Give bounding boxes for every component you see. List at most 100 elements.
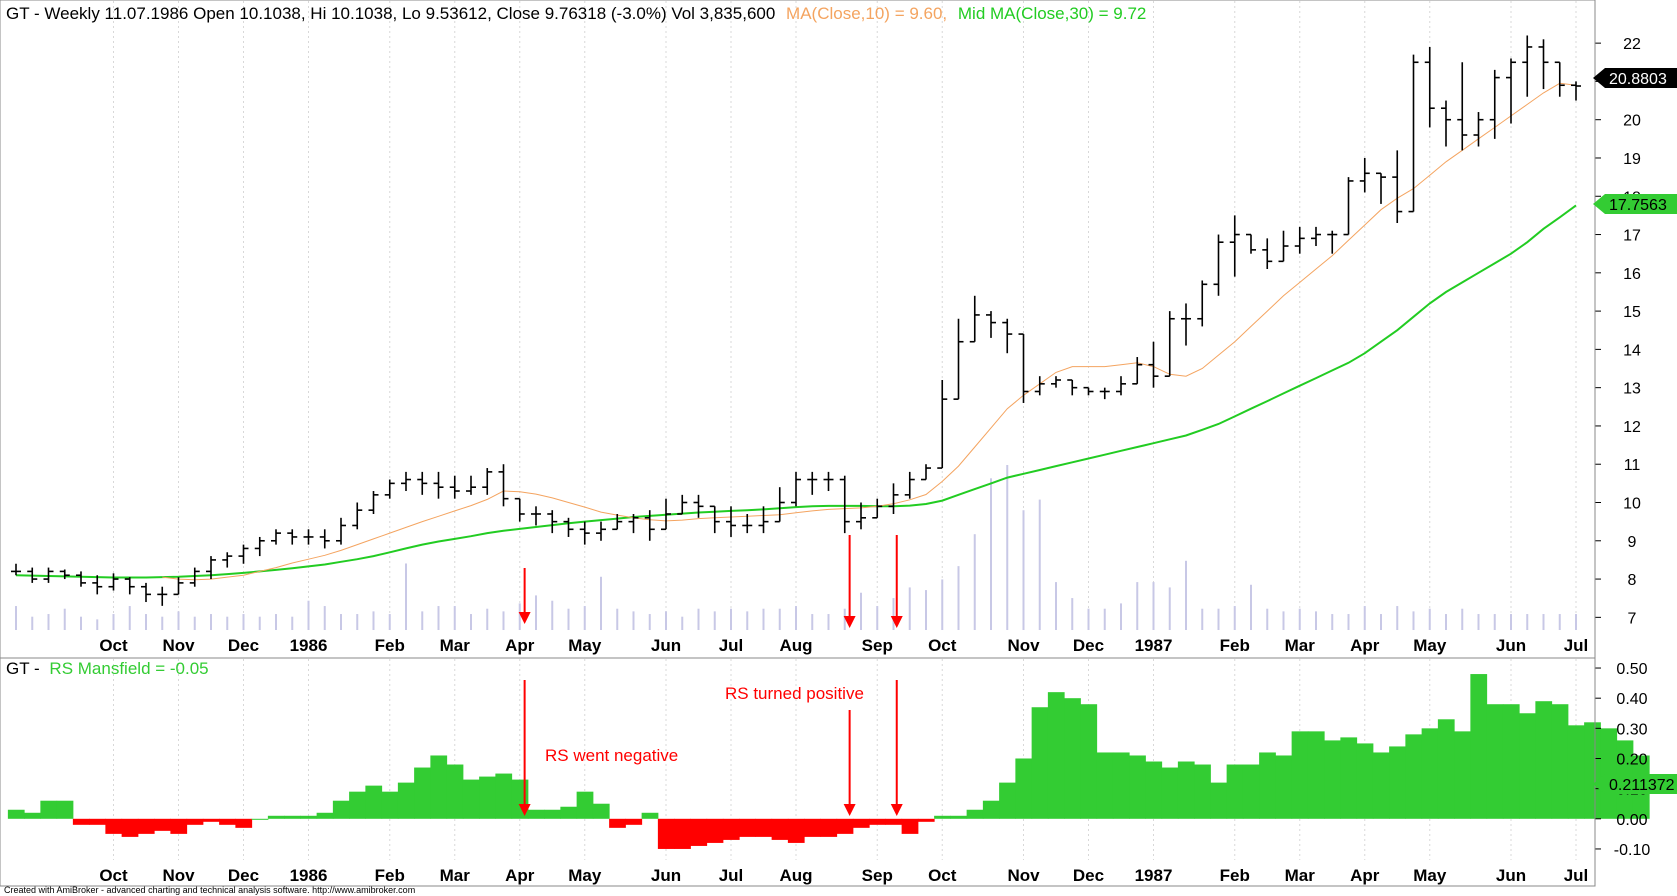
- volume-bar: [1526, 614, 1529, 630]
- ohlc-bar: [1262, 238, 1273, 269]
- x-tick-label-rs: Jul: [719, 866, 744, 885]
- rs-badge: 0.211372: [1593, 774, 1677, 794]
- rs-bar: [1047, 692, 1065, 819]
- x-tick-label-rs: Jun: [1496, 866, 1526, 885]
- rs-bar: [1535, 701, 1553, 819]
- ohlc-bar: [531, 506, 541, 526]
- volume-bar: [876, 606, 879, 630]
- rs-bar: [1080, 704, 1098, 819]
- volume-bar: [145, 614, 147, 630]
- y-tick-label: 19: [1623, 151, 1641, 168]
- volume-bar: [778, 608, 781, 630]
- rs-bar: [1340, 737, 1358, 819]
- ohlc-bar: [677, 494, 688, 515]
- volume-bar: [1396, 606, 1399, 630]
- y-tick-label: 20: [1623, 113, 1641, 130]
- rs-bar: [349, 791, 366, 819]
- ohlc-bar: [1522, 35, 1533, 97]
- rs-bar: [1226, 764, 1244, 819]
- volume-bar: [470, 614, 472, 630]
- volume-bar: [15, 606, 17, 630]
- volume-bar: [80, 616, 82, 630]
- ohlc-bar: [872, 498, 883, 519]
- volume-bar: [210, 614, 212, 630]
- volume-bar: [1055, 582, 1057, 630]
- volume-bar: [323, 606, 326, 630]
- y-tick-label: 14: [1623, 342, 1641, 359]
- volume-bar: [372, 611, 375, 630]
- ohlc-bar: [1441, 100, 1451, 147]
- ohlc-bar: [1051, 376, 1061, 388]
- volume-bar: [291, 616, 294, 630]
- ohlc-bar: [612, 513, 623, 531]
- volume-bar: [1152, 582, 1155, 630]
- ohlc-bar: [774, 487, 785, 523]
- rs-bar: [706, 818, 724, 843]
- x-tick-label-rs: Sep: [862, 866, 893, 885]
- rs-bar: [1502, 704, 1520, 819]
- rs-bar: [836, 818, 854, 834]
- y-tick-label: 17: [1623, 228, 1641, 245]
- ohlc-bar: [1408, 54, 1419, 213]
- ohlc-bar: [1343, 177, 1354, 236]
- volume-bar: [453, 606, 456, 630]
- ohlc-bar: [888, 483, 899, 514]
- ohlc-bar: [1002, 318, 1013, 354]
- x-tick-label: Nov: [1007, 636, 1040, 655]
- x-tick-label-rs: Nov: [1007, 866, 1040, 885]
- volume-bar: [1006, 465, 1009, 630]
- rs-bar: [1259, 752, 1276, 819]
- arrow-head: [843, 616, 856, 628]
- rs-bar: [300, 815, 318, 819]
- rs-bar: [137, 818, 155, 834]
- volume-bar: [681, 616, 684, 630]
- y-tick-label: 22: [1623, 36, 1641, 53]
- volume-bar: [632, 611, 635, 630]
- last-close-value: 20.8803: [1609, 71, 1667, 88]
- ohlc-bar: [43, 567, 54, 583]
- x-tick-label-rs: Jun: [651, 866, 681, 885]
- rs-bar: [397, 782, 415, 819]
- volume-bar: [63, 608, 66, 630]
- volume-bar: [1120, 603, 1122, 630]
- arrow-head: [890, 804, 903, 816]
- rs-bar: [495, 773, 513, 819]
- rs-bar: [121, 818, 139, 837]
- arrow-price-aug: [843, 535, 856, 628]
- x-tick-label: Jun: [1496, 636, 1526, 655]
- x-tick-label-rs: Dec: [1073, 866, 1104, 885]
- x-tick-label-rs: Nov: [162, 866, 195, 885]
- rs-bar: [1519, 713, 1536, 819]
- volume-bar: [762, 608, 765, 630]
- rs-bar: [544, 809, 561, 819]
- x-tick-label-rs: 1987: [1135, 866, 1173, 885]
- volume-bar: [1022, 510, 1025, 630]
- x-tick-label: Apr: [505, 636, 535, 655]
- volume-bar: [1575, 614, 1577, 630]
- rs-bar: [625, 818, 643, 825]
- volume-bar: [193, 616, 196, 630]
- rs-bar: [966, 809, 984, 819]
- x-tick-label: Nov: [162, 636, 195, 655]
- ohlc-bar: [352, 502, 363, 530]
- annotation-rs-positive: RS turned positive: [725, 684, 864, 703]
- ohlc-bar: [596, 521, 606, 541]
- ohlc-bar: [1246, 233, 1256, 254]
- ohlc-bar: [482, 468, 493, 495]
- ohlc-bar: [417, 471, 428, 495]
- ohlc-bar: [27, 567, 38, 583]
- x-tick-label-rs: May: [568, 866, 602, 885]
- rs-y-tick-label: -0.10: [1614, 842, 1651, 859]
- volume-bar: [730, 608, 732, 630]
- volume-bar: [31, 616, 34, 630]
- volume-bar: [1038, 499, 1041, 630]
- ohlc-bar: [189, 567, 200, 587]
- rs-bar: [804, 818, 821, 837]
- ohlc-bar: [839, 475, 850, 534]
- x-tick-label: Aug: [779, 636, 812, 655]
- x-tick-label: Apr: [1350, 636, 1380, 655]
- volume-bar: [1201, 608, 1204, 630]
- chart-header: GT - Weekly 11.07.1986 Open 10.1038, Hi …: [6, 4, 1146, 23]
- volume-bar: [128, 606, 131, 630]
- ohlc-bar: [433, 471, 444, 499]
